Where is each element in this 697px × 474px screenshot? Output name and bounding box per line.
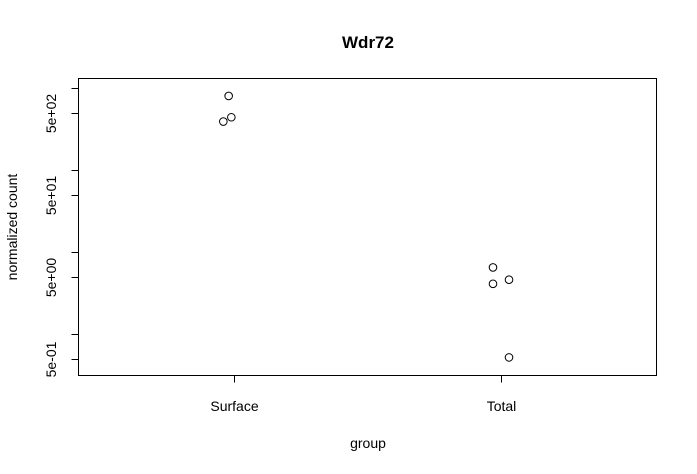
y-axis-label: normalized count (4, 174, 20, 281)
y-tick-label-4: 5e+01 (43, 176, 59, 216)
x-axis-label: group (350, 435, 386, 451)
y-tick-label-6: 5e+02 (43, 94, 59, 134)
data-point-4 (504, 275, 514, 285)
data-point-2 (219, 117, 228, 126)
y-axis: 5e-01 5e+00 5e+01 5e+02 (43, 88, 79, 377)
data-point-3 (488, 263, 498, 272)
data-point-0 (224, 91, 233, 101)
y-tick-label-0: 5e-01 (43, 341, 59, 377)
data-points (219, 91, 514, 362)
x-axis: Surface Total (210, 375, 517, 414)
data-point-5 (488, 279, 498, 289)
plot-frame (78, 78, 657, 376)
chart-title: Wdr72 (342, 33, 394, 52)
x-tick-label-1: Total (487, 398, 517, 414)
x-tick-label-0: Surface (210, 398, 258, 414)
y-tick-label-2: 5e+00 (43, 258, 59, 298)
data-point-6 (504, 353, 514, 362)
data-point-1 (227, 112, 236, 122)
